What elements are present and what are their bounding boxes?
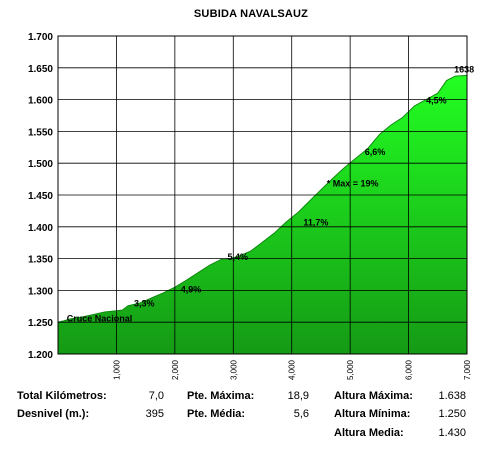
annotation-label: 5,4% (227, 252, 248, 262)
annotation-label: 4,9% (181, 284, 202, 294)
alt-max-label: Altura Máxima: (334, 390, 413, 402)
alt-max-value: 1.638 (438, 390, 466, 402)
x-tick-label: 6,000 (405, 359, 414, 380)
alt-min-label: Altura Mínima: (334, 408, 411, 420)
x-tick-label: 5,000 (346, 359, 355, 380)
y-tick-label: 1.200 (28, 350, 53, 361)
elevation-chart: SUBIDA NAVALSAUZ 1.200 1.250 1.300 1.350 1.4… (28, 8, 474, 380)
desnivel-value: 395 (145, 408, 164, 420)
plot-frame (57, 35, 468, 355)
alt-media-label: Altura Media: (334, 427, 404, 439)
annotation-label: Cruce Nacional (67, 314, 133, 324)
pte-media-label: Pte. Média: (187, 408, 246, 420)
annotation-label: * Max = 19% (327, 179, 379, 189)
y-tick-label: 1.500 (28, 159, 53, 170)
pte-media-value: 5,6 (293, 408, 309, 420)
stats-panel: Total Kilómetros: 7,0 Desnivel (m.): 395… (0, 386, 502, 452)
annotation-label: 6,6% (365, 147, 386, 157)
x-tick-label: 3,000 (229, 359, 238, 380)
y-tick-label: 1.600 (28, 96, 53, 107)
x-tick-label: 4,000 (288, 359, 297, 380)
annotation-label: 4,5% (426, 95, 447, 105)
alt-media-value: 1.430 (438, 427, 466, 439)
x-tick-label: 1,000 (112, 359, 121, 380)
total-km-value: 7,0 (148, 390, 164, 402)
y-tick-label: 1.350 (28, 255, 53, 266)
y-tick-label: 1.250 (28, 318, 53, 329)
annotation-label: 3,3% (134, 298, 155, 308)
total-km-label: Total Kilómetros: (17, 390, 107, 402)
chart-plot: 1.200 1.250 1.300 1.350 1.400 1.450 1.500 1.550… (28, 32, 474, 380)
pte-max-label: Pte. Máxima: (187, 390, 255, 402)
y-tick-label: 1.650 (28, 64, 53, 75)
y-tick-label: 1.550 (28, 127, 53, 138)
pte-max-value: 18,9 (287, 390, 309, 402)
y-tick-label: 1.300 (28, 286, 53, 297)
x-tick-label: 2,000 (171, 359, 180, 380)
annotation-label: 1638 (454, 64, 474, 74)
x-tick-label: 7,000 (463, 359, 472, 380)
y-tick-label: 1.450 (28, 191, 53, 202)
desnivel-label: Desnivel (m.): (17, 408, 90, 420)
y-tick-label: 1.700 (28, 32, 53, 43)
elevation-area (57, 74, 468, 355)
annotation-label: 11,7% (303, 218, 328, 228)
alt-min-value: 1.250 (438, 408, 466, 420)
chart-title: SUBIDA NAVALSAUZ (193, 8, 309, 20)
y-tick-label: 1.400 (28, 223, 53, 234)
